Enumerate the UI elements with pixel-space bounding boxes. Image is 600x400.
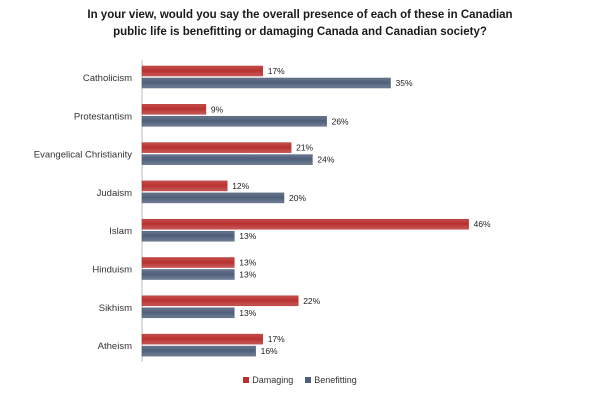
legend-label-benefitting: Benefitting xyxy=(314,375,357,385)
chart-title-line-1: In your view, would you say the overall … xyxy=(87,9,513,21)
data-label: 16% xyxy=(261,346,278,356)
data-label: 21% xyxy=(296,143,313,153)
chart-title-line-2: public life is benefitting or damaging C… xyxy=(113,26,487,38)
category-label: Atheism xyxy=(98,341,132,352)
data-label: 9% xyxy=(211,104,224,114)
bar-benefitting xyxy=(141,192,285,204)
bar-damaging xyxy=(141,295,299,307)
bar-benefitting xyxy=(141,116,327,127)
data-label: 24% xyxy=(317,155,334,165)
category-label: Evangelical Christianity xyxy=(34,150,132,161)
data-label: 13% xyxy=(239,308,256,318)
legend-swatch-benefitting xyxy=(305,377,312,383)
bar-benefitting xyxy=(141,269,235,280)
bar-benefitting xyxy=(141,307,235,319)
category-label: Sikhism xyxy=(99,303,132,314)
category-label: Judaism xyxy=(97,188,132,199)
bar-benefitting xyxy=(141,230,235,242)
legend-item-damaging: Damaging xyxy=(243,375,293,385)
data-label: 13% xyxy=(239,231,256,241)
legend-item-benefitting: Benefitting xyxy=(305,375,357,385)
category-label: Hinduism xyxy=(92,265,132,276)
bar-benefitting xyxy=(141,154,313,165)
category-label: Protestantism xyxy=(74,111,132,122)
bar-damaging xyxy=(141,104,207,115)
bar-damaging xyxy=(141,142,292,153)
data-label: 20% xyxy=(289,193,306,203)
legend-swatch-damaging xyxy=(243,377,250,383)
chart-title: In your view, would you say the overall … xyxy=(60,7,540,41)
bar-damaging xyxy=(141,257,235,268)
data-label: 17% xyxy=(268,334,285,344)
category-label: Catholicism xyxy=(83,73,132,84)
legend-label-damaging: Damaging xyxy=(252,375,294,385)
category-label: Islam xyxy=(109,226,132,237)
legend: Damaging Benefitting xyxy=(0,375,600,385)
data-label: 26% xyxy=(332,116,349,126)
data-label: 13% xyxy=(239,258,256,268)
data-label: 22% xyxy=(303,296,320,306)
data-label: 35% xyxy=(396,78,413,88)
bar-damaging xyxy=(141,180,228,192)
bar-benefitting xyxy=(141,77,391,89)
bar-damaging xyxy=(141,218,469,230)
data-label: 17% xyxy=(268,66,285,76)
data-label: 13% xyxy=(239,270,256,280)
data-label: 46% xyxy=(474,219,491,229)
bar-damaging xyxy=(141,65,263,77)
bar-benefitting xyxy=(141,345,256,357)
data-label: 12% xyxy=(232,181,249,191)
bar-damaging xyxy=(141,333,263,345)
